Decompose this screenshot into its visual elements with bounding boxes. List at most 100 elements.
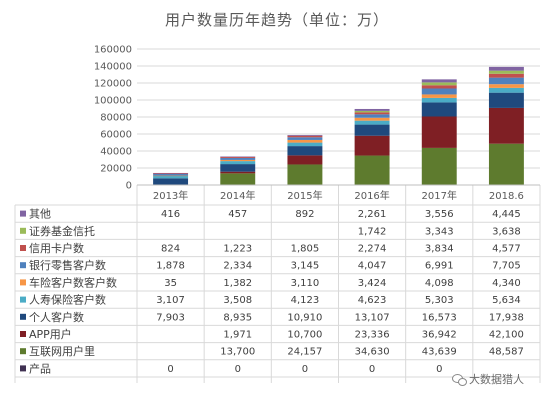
x-category-label: 2013年	[153, 189, 188, 202]
data-label: 416	[161, 209, 180, 220]
data-label: 3,834	[425, 244, 454, 255]
bar-segment	[354, 112, 390, 115]
bar-segment	[354, 117, 390, 121]
data-label: 4,047	[358, 261, 387, 272]
bar-segment	[153, 175, 189, 177]
bar-segment	[488, 143, 524, 185]
bar-segment	[421, 85, 457, 89]
legend-key	[20, 227, 26, 234]
bar-segment	[488, 70, 524, 74]
bar-segment	[488, 87, 524, 93]
y-tick-label: 140000	[94, 62, 132, 73]
data-label: 16,573	[422, 312, 457, 323]
series-name: 证券基金信托	[29, 224, 95, 238]
y-tick-label: 20000	[100, 164, 132, 175]
series-name: 个人客户数	[29, 310, 84, 324]
watermark-text: 大数据猎人	[469, 373, 524, 386]
series-name: 互联网用户里	[29, 344, 95, 358]
bar-segment	[287, 137, 323, 140]
bar-segment	[153, 175, 189, 179]
data-label: 13,107	[355, 312, 390, 323]
legend-key	[20, 296, 26, 303]
data-label: 7,705	[492, 261, 521, 272]
legend-key	[20, 348, 26, 355]
data-label: 36,942	[422, 330, 457, 341]
data-label: 23,336	[355, 330, 390, 341]
bar-segment	[354, 155, 390, 185]
bar-segment	[421, 79, 457, 83]
bar-segment	[287, 164, 323, 185]
bar-segment	[287, 135, 323, 138]
legend-key	[20, 262, 26, 269]
legend-key	[20, 313, 26, 320]
data-label: 24,157	[287, 347, 322, 358]
bar-segment	[488, 92, 524, 108]
data-label: 13,700	[220, 347, 255, 358]
bar-segment	[354, 110, 390, 113]
bar-segment	[421, 97, 457, 103]
series-name: 信用卡户数	[29, 241, 84, 255]
bar-segment	[488, 84, 524, 88]
bar-segment	[220, 157, 256, 160]
data-label: 4,577	[492, 244, 521, 255]
bar-segment	[354, 114, 390, 118]
bar-segment	[488, 66, 524, 71]
data-label: 3,107	[156, 295, 185, 306]
bar-segment	[220, 156, 256, 158]
data-label: 824	[161, 244, 180, 255]
bar-segment	[287, 146, 323, 156]
legend-key	[20, 331, 26, 337]
data-label: 4,445	[492, 209, 521, 220]
data-label: 0	[436, 364, 442, 375]
data-label: 43,639	[422, 347, 457, 358]
data-label: 42,100	[489, 330, 524, 341]
bar-segment	[153, 173, 189, 175]
data-label: 0	[167, 364, 173, 375]
data-label: 1,382	[223, 278, 252, 289]
legend-key	[20, 245, 26, 251]
data-label: 7,903	[156, 312, 185, 323]
data-label: 892	[295, 209, 314, 220]
data-label: 2,334	[223, 261, 252, 272]
data-label: 10,910	[287, 312, 322, 323]
bar-segment	[421, 82, 457, 86]
x-category-label: 2016年	[354, 189, 389, 202]
data-label: 35	[164, 278, 177, 289]
series-name: 产品	[29, 361, 51, 375]
bar-segment	[220, 161, 256, 165]
x-category-label: 2018.6	[489, 191, 524, 202]
data-label: 48,587	[489, 347, 524, 358]
data-label: 2,274	[358, 244, 387, 255]
bar-segment	[421, 94, 457, 98]
data-label: 457	[228, 209, 247, 220]
bar-segment	[421, 116, 457, 148]
bar-segment	[287, 139, 323, 143]
bar-segment	[488, 77, 524, 85]
x-category-label: 2015年	[287, 189, 322, 202]
data-label: 5,634	[492, 295, 521, 306]
data-label: 10,700	[287, 330, 322, 341]
data-label: 17,938	[489, 312, 524, 323]
bar-segment	[220, 164, 256, 172]
data-label: 0	[369, 364, 375, 375]
bar-segment	[354, 120, 390, 125]
y-tick-label: 40000	[100, 147, 132, 158]
data-label: 1,742	[358, 226, 387, 237]
bar-segment	[220, 171, 256, 174]
data-label: 34,630	[355, 347, 390, 358]
data-label: 3,343	[425, 226, 454, 237]
data-label: 4,623	[358, 295, 387, 306]
data-label: 1,223	[223, 244, 252, 255]
wechat-icon	[452, 373, 467, 386]
bar-segment	[354, 135, 390, 156]
data-label: 5,303	[425, 295, 454, 306]
bar-segment	[153, 178, 189, 185]
data-label: 3,556	[425, 209, 454, 220]
data-label: 8,935	[223, 312, 252, 323]
series-name: 车险客户数客户数	[29, 275, 117, 289]
bar-segment	[421, 102, 457, 117]
y-tick-label: 160000	[94, 45, 132, 56]
y-tick-label: 0	[126, 181, 132, 192]
bar-segment	[287, 142, 323, 147]
legend-key	[20, 365, 26, 372]
